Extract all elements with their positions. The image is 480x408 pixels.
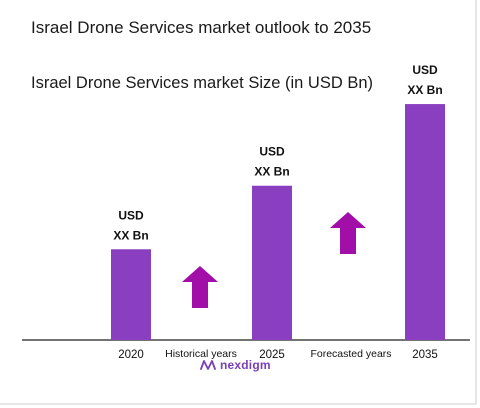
data-label-2025-line-1: USD: [259, 145, 285, 159]
x-tick-label-2025: 2025: [259, 349, 285, 361]
x-tick-label-2020: 2020: [118, 349, 144, 361]
bar-2035: [405, 104, 445, 341]
data-label-2020-line-1: USD: [118, 208, 144, 222]
growth-arrow-historical: [182, 266, 218, 308]
growth-arrow-forecast: [330, 212, 366, 254]
brand-logo: nexdigm: [200, 358, 271, 372]
bar-2020: [111, 249, 151, 340]
chart-title: Israel Drone Services market Size (in US…: [31, 74, 374, 92]
data-label-2035-line-2: XX Bn: [407, 83, 442, 97]
x-tick-label-2035: 2035: [412, 349, 438, 361]
page-title: Israel Drone Services market outlook to …: [31, 18, 372, 37]
brand-name: nexdigm: [220, 358, 271, 372]
period-label-1: Historical years: [165, 348, 237, 360]
data-label-2020-line-2: XX Bn: [113, 228, 148, 242]
nexdigm-logo-icon: [200, 360, 216, 370]
period-label-2: Forecasted years: [310, 348, 391, 360]
bar-2025: [252, 185, 292, 340]
data-label-2025-line-2: XX Bn: [254, 165, 289, 179]
data-label-2035-line-1: USD: [412, 63, 438, 77]
